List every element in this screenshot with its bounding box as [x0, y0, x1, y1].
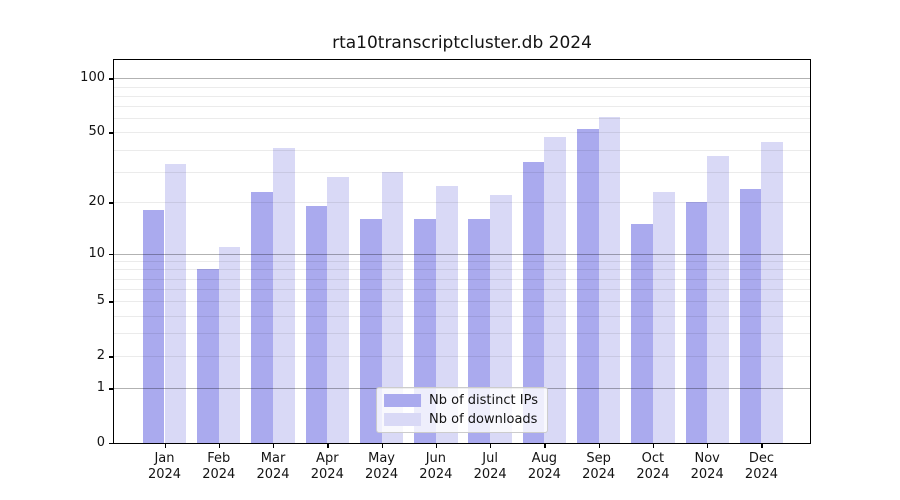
chart-title: rta10transcriptcluster.db 2024 — [332, 33, 592, 53]
legend-label-distinct-ips: Nb of distinct IPs — [429, 393, 538, 408]
major-gridline-100 — [114, 78, 810, 80]
y-tick-mark-10 — [109, 253, 113, 255]
bar-downloads-jun — [435, 185, 458, 443]
x-tick-label-dec: Dec 2024 — [744, 451, 779, 482]
y-tick-label-2: 2 — [96, 348, 105, 364]
bar-distinct-ips-dec — [739, 188, 762, 443]
x-tick-label-nov: Nov 2024 — [690, 451, 724, 482]
bar-distinct-ips-oct — [631, 223, 653, 443]
x-tick-mark-oct — [652, 444, 655, 448]
bar-downloads-sep — [598, 116, 621, 443]
bar-downloads-aug — [544, 137, 567, 443]
y-tick-label-5: 5 — [96, 293, 105, 309]
minor-gridline-8 — [114, 269, 810, 271]
bar-distinct-ips-jan — [142, 210, 165, 443]
minor-gridline-40 — [114, 149, 810, 151]
minor-gridline-9 — [114, 261, 810, 263]
y-tick-label-1: 1 — [96, 380, 105, 396]
minor-gridline-80 — [114, 95, 810, 97]
x-tick-label-sep: Sep 2024 — [582, 451, 616, 482]
x-tick-label-apr: Apr 2024 — [310, 451, 344, 482]
bar-downloads-feb — [218, 246, 241, 443]
bar-downloads-dec — [761, 142, 784, 443]
x-tick-label-aug: Aug 2024 — [527, 451, 561, 482]
x-tick-mark-jan — [164, 444, 166, 448]
minor-gridline-5 — [114, 301, 810, 303]
bar-distinct-ips-apr — [305, 206, 328, 443]
y-tick-mark-50 — [109, 132, 113, 134]
minor-gridline-2 — [114, 356, 810, 358]
x-tick-mark-jul — [490, 444, 492, 448]
legend-item-distinct-ips: Nb of distinct IPs — [384, 393, 538, 408]
y-tick-label-20: 20 — [88, 194, 105, 210]
major-gridline-10 — [114, 253, 810, 255]
bar-distinct-ips-aug — [522, 162, 545, 443]
minor-gridline-60 — [114, 118, 810, 120]
minor-gridline-4 — [114, 315, 810, 317]
minor-gridline-50 — [114, 132, 810, 134]
y-tick-mark-0 — [109, 443, 113, 445]
minor-gridline-70 — [114, 106, 810, 108]
minor-gridline-90 — [114, 86, 810, 88]
x-tick-mark-feb — [218, 444, 221, 448]
legend-item-downloads: Nb of downloads — [384, 412, 538, 427]
bar-downloads-may — [381, 171, 404, 443]
x-tick-mark-nov — [707, 444, 709, 448]
y-tick-mark-1 — [109, 388, 113, 390]
legend-swatch-downloads — [384, 413, 422, 426]
minor-gridline-3 — [114, 333, 810, 335]
minor-gridline-20 — [114, 202, 810, 204]
bar-downloads-apr — [327, 176, 349, 443]
y-tick-mark-5 — [109, 301, 113, 303]
bar-distinct-ips-feb — [197, 269, 219, 443]
x-tick-mark-apr — [327, 444, 329, 448]
x-tick-label-may: May 2024 — [365, 451, 399, 482]
bar-downloads-nov — [707, 155, 729, 443]
bar-distinct-ips-mar — [251, 191, 274, 443]
y-tick-mark-20 — [109, 202, 113, 204]
legend-label-downloads: Nb of downloads — [429, 412, 538, 427]
bar-downloads-jul — [490, 195, 512, 443]
legend-swatch-distinct-ips — [384, 394, 422, 407]
x-tick-mark-aug — [544, 444, 546, 448]
x-tick-label-feb: Feb 2024 — [202, 451, 236, 482]
legend: Nb of distinct IPs Nb of downloads — [376, 387, 548, 433]
bar-downloads-jan — [164, 164, 187, 443]
grid-layer — [114, 60, 810, 443]
x-tick-label-jul: Jul 2024 — [473, 451, 507, 482]
x-tick-label-jun: Jun 2024 — [419, 451, 453, 482]
y-tick-label-100: 100 — [80, 70, 105, 86]
x-tick-label-jan: Jan 2024 — [147, 451, 182, 482]
minor-gridline-30 — [114, 171, 810, 173]
minor-gridline-7 — [114, 278, 810, 280]
x-tick-mark-may — [381, 444, 383, 448]
bar-distinct-ips-sep — [576, 129, 599, 443]
y-tick-label-10: 10 — [88, 245, 105, 261]
bar-downloads-mar — [273, 147, 295, 443]
y-tick-label-0: 0 — [96, 435, 105, 450]
x-tick-mark-mar — [273, 444, 275, 448]
x-tick-mark-dec — [761, 444, 763, 448]
x-tick-label-mar: Mar 2024 — [256, 451, 290, 482]
bar-distinct-ips-nov — [685, 202, 708, 443]
x-tick-mark-sep — [598, 444, 600, 448]
bar-downloads-oct — [652, 191, 675, 443]
y-tick-mark-2 — [109, 356, 113, 358]
y-tick-label-50: 50 — [88, 124, 105, 140]
plot-area: Nb of distinct IPs Nb of downloads — [113, 59, 811, 444]
x-tick-label-oct: Oct 2024 — [636, 451, 670, 482]
minor-gridline-6 — [114, 289, 810, 291]
x-tick-mark-jun — [435, 444, 438, 448]
y-tick-mark-100 — [109, 78, 113, 80]
